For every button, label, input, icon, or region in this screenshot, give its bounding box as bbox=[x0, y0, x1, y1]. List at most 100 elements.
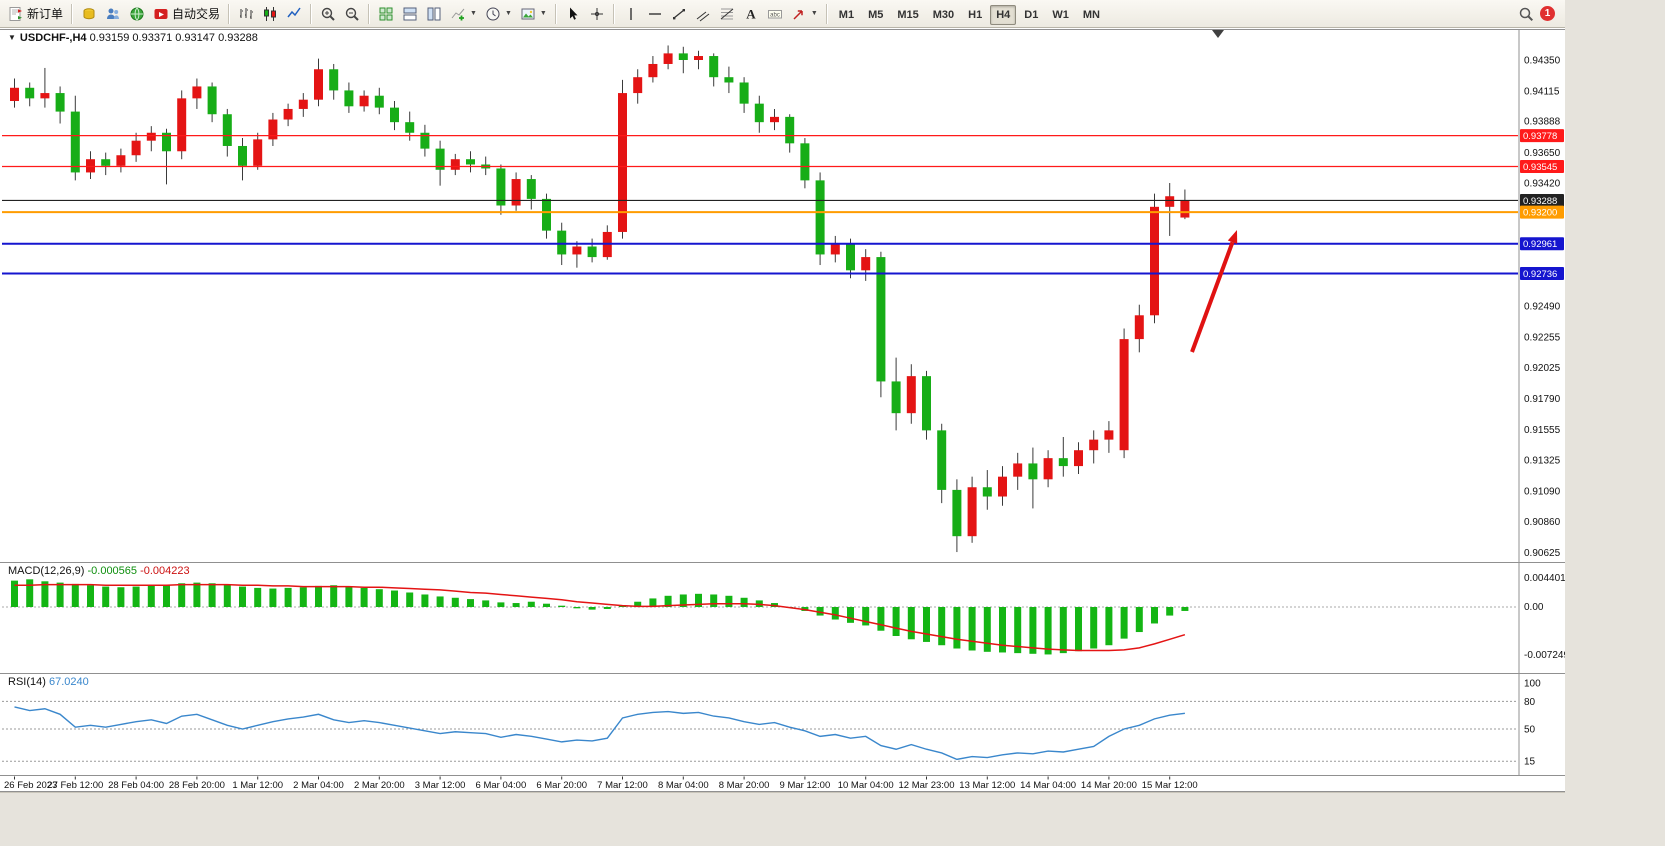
search-icon[interactable] bbox=[1518, 6, 1534, 22]
bar-chart-button[interactable] bbox=[234, 1, 258, 27]
accounts-icon bbox=[81, 6, 97, 22]
svg-text:50: 50 bbox=[1524, 725, 1536, 736]
timeframe-d1-button[interactable]: D1 bbox=[1024, 8, 1039, 21]
timeframe-mn-button[interactable]: MN bbox=[1082, 8, 1100, 21]
macd-signal-value: -0.004223 bbox=[140, 565, 190, 577]
svg-text:0.92736: 0.92736 bbox=[1523, 269, 1557, 280]
candlestick-icon bbox=[262, 6, 278, 22]
zoom-in-button[interactable] bbox=[316, 1, 340, 27]
svg-text:A: A bbox=[746, 6, 756, 21]
autotrading-button[interactable]: 自动交易 bbox=[149, 1, 224, 27]
channel-icon bbox=[695, 6, 711, 22]
svg-text:14 Mar 04:00: 14 Mar 04:00 bbox=[1020, 780, 1076, 791]
svg-text:0.93288: 0.93288 bbox=[1523, 196, 1557, 207]
svg-text:0.93200: 0.93200 bbox=[1523, 208, 1557, 219]
tile-vertical-icon bbox=[426, 6, 442, 22]
data-window-button[interactable] bbox=[125, 1, 149, 27]
templates-button[interactable]: ▼ bbox=[516, 1, 551, 27]
crosshair-button[interactable] bbox=[585, 1, 609, 27]
toolbar-separator bbox=[825, 3, 828, 24]
svg-text:9 Mar 12:00: 9 Mar 12:00 bbox=[780, 780, 831, 791]
line-chart-button[interactable] bbox=[282, 1, 306, 27]
horizontal-line-button[interactable] bbox=[643, 1, 667, 27]
svg-text:15: 15 bbox=[1524, 757, 1536, 768]
timeframe-h1-button[interactable]: H1 bbox=[968, 8, 983, 21]
svg-text:12 Mar 23:00: 12 Mar 23:00 bbox=[899, 780, 955, 791]
rsi-axis: 100 80 50 15 bbox=[1524, 679, 1541, 768]
window-bottom-margin bbox=[0, 792, 1565, 846]
templates-dropdown-caret[interactable]: ▼ bbox=[539, 10, 547, 17]
template-icon bbox=[520, 6, 536, 22]
timeframe-m1-button[interactable]: M1 bbox=[838, 8, 855, 21]
profiles-icon bbox=[105, 6, 121, 22]
svg-text:28 Feb 04:00: 28 Feb 04:00 bbox=[108, 780, 164, 791]
horizontal-lines[interactable] bbox=[2, 135, 1518, 275]
svg-text:15 Mar 12:00: 15 Mar 12:00 bbox=[1142, 780, 1198, 791]
notification-badge[interactable]: 1 bbox=[1540, 6, 1555, 21]
macd-label: MACD(12,26,9) bbox=[8, 565, 85, 577]
tile-horizontal-button[interactable] bbox=[398, 1, 422, 27]
text-label-icon: abc bbox=[767, 6, 783, 22]
macd-signal-line bbox=[14, 583, 1186, 652]
svg-text:26 Feb 2023: 26 Feb 2023 bbox=[4, 780, 57, 791]
timeframe-m30-button[interactable]: M30 bbox=[932, 8, 955, 21]
profiles-button[interactable] bbox=[101, 1, 125, 27]
chart-collapse-arrow[interactable]: ▼ bbox=[8, 33, 16, 42]
tile-windows-button[interactable] bbox=[374, 1, 398, 27]
timeframe-m15-button[interactable]: M15 bbox=[897, 8, 919, 21]
svg-text:0.90860: 0.90860 bbox=[1524, 517, 1561, 528]
svg-text:0.91325: 0.91325 bbox=[1524, 456, 1561, 467]
arrow-tools-dropdown-caret[interactable]: ▼ bbox=[810, 10, 818, 17]
trendline-icon bbox=[671, 6, 687, 22]
arrow-tools-button[interactable]: ▼ bbox=[787, 1, 822, 27]
toolbar-separator bbox=[368, 3, 371, 24]
toolbar-separator bbox=[554, 3, 557, 24]
macd-main-value: -0.000565 bbox=[87, 565, 138, 577]
cursor-button[interactable] bbox=[561, 1, 585, 27]
timeframe-m5-button[interactable]: M5 bbox=[868, 8, 884, 21]
svg-text:0.94115: 0.94115 bbox=[1524, 87, 1560, 98]
svg-text:2 Mar 04:00: 2 Mar 04:00 bbox=[293, 780, 344, 791]
chart-shift-marker[interactable] bbox=[1212, 30, 1224, 38]
timeframe-w1-button[interactable]: W1 bbox=[1052, 8, 1069, 21]
fibonacci-button[interactable] bbox=[715, 1, 739, 27]
svg-text:8 Mar 20:00: 8 Mar 20:00 bbox=[719, 780, 770, 791]
toolbar-separator bbox=[612, 3, 615, 24]
macd-histogram bbox=[11, 579, 1189, 655]
svg-text:13 Mar 12:00: 13 Mar 12:00 bbox=[959, 780, 1015, 791]
trend-arrow-annotation[interactable] bbox=[1190, 230, 1238, 353]
toolbar-separator bbox=[228, 3, 231, 24]
periods-button[interactable]: ▼ bbox=[481, 1, 516, 27]
text-button[interactable]: A bbox=[739, 1, 763, 27]
candlestick-chart-button[interactable] bbox=[258, 1, 282, 27]
timeframe-h4-button[interactable]: H4 bbox=[990, 4, 1017, 25]
indicators-dropdown-caret[interactable]: ▼ bbox=[470, 10, 477, 17]
indicators-button[interactable]: ▼ bbox=[446, 1, 481, 27]
new-order-button[interactable]: 新订单 bbox=[4, 1, 67, 27]
svg-text:0.93420: 0.93420 bbox=[1524, 179, 1561, 190]
clock-icon bbox=[485, 6, 501, 22]
svg-text:3 Mar 12:00: 3 Mar 12:00 bbox=[415, 780, 466, 791]
horizontal-line-icon bbox=[647, 6, 663, 22]
svg-text:0.93888: 0.93888 bbox=[1524, 117, 1561, 128]
macd-axis: 0.004401 0.00 -0.007249 bbox=[1524, 573, 1569, 661]
chart-area: 0.94350 0.94115 0.93888 0.93650 0.93420 0.924… bbox=[0, 28, 1569, 792]
toolbar-separator bbox=[310, 3, 313, 24]
tile-horizontal-icon bbox=[402, 6, 418, 22]
zoom-out-button[interactable] bbox=[340, 1, 364, 27]
tile-vertical-button[interactable] bbox=[422, 1, 446, 27]
toolbar-separator bbox=[71, 3, 74, 24]
accounts-button[interactable] bbox=[77, 1, 101, 27]
equidistant-channel-button[interactable] bbox=[691, 1, 715, 27]
trendline-button[interactable] bbox=[667, 1, 691, 27]
svg-text:0.91790: 0.91790 bbox=[1524, 394, 1561, 405]
svg-text:0.94350: 0.94350 bbox=[1524, 56, 1561, 67]
vertical-line-button[interactable] bbox=[619, 1, 643, 27]
periods-dropdown-caret[interactable]: ▼ bbox=[504, 10, 512, 17]
price-badge-0.92736: 0.92736 bbox=[1520, 266, 1564, 280]
svg-text:6 Mar 20:00: 6 Mar 20:00 bbox=[536, 780, 587, 791]
text-label-button[interactable]: abc bbox=[763, 1, 787, 27]
